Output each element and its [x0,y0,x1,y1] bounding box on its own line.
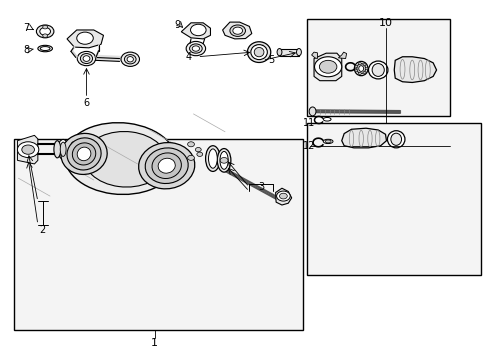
Polygon shape [338,52,346,59]
Ellipse shape [192,46,199,51]
Text: 1: 1 [151,338,158,347]
Ellipse shape [296,49,301,56]
Circle shape [195,148,201,152]
Ellipse shape [368,61,387,79]
Ellipse shape [323,117,330,121]
Ellipse shape [54,141,61,158]
Ellipse shape [58,139,68,159]
Circle shape [42,25,47,29]
Circle shape [319,60,336,73]
Circle shape [22,145,34,154]
Circle shape [314,57,341,77]
Polygon shape [18,135,38,164]
Text: 6: 6 [83,98,89,108]
Text: 12: 12 [302,141,315,151]
Bar [14,139,302,330]
Polygon shape [222,22,251,39]
Text: 11: 11 [302,118,314,128]
Circle shape [362,71,365,73]
Ellipse shape [205,146,220,171]
Circle shape [362,64,365,66]
Ellipse shape [124,55,136,64]
Text: 7: 7 [23,23,29,33]
Ellipse shape [158,158,175,173]
Polygon shape [311,52,317,59]
Ellipse shape [83,56,90,62]
Polygon shape [275,188,291,205]
Circle shape [279,193,287,199]
Ellipse shape [232,27,242,34]
Ellipse shape [250,45,267,60]
Circle shape [354,69,357,72]
Ellipse shape [67,138,101,170]
Ellipse shape [189,44,202,53]
Polygon shape [341,128,386,148]
Circle shape [220,157,227,163]
Text: 5: 5 [267,55,274,65]
Ellipse shape [356,64,365,73]
Circle shape [276,191,289,201]
Ellipse shape [323,139,332,144]
Ellipse shape [220,152,228,169]
Text: 4: 4 [185,52,191,62]
Polygon shape [67,30,103,48]
Circle shape [365,67,367,69]
Text: 8: 8 [23,45,29,55]
Text: 9: 9 [174,19,180,30]
Ellipse shape [217,149,230,172]
Ellipse shape [277,49,282,56]
Ellipse shape [354,62,367,76]
Ellipse shape [138,143,194,189]
Ellipse shape [186,41,205,56]
Ellipse shape [38,45,52,52]
Bar [306,123,480,275]
Ellipse shape [229,25,245,36]
Circle shape [358,72,361,75]
Circle shape [197,152,202,157]
Polygon shape [393,57,436,82]
Ellipse shape [40,46,50,50]
Text: 2: 2 [40,225,46,235]
Circle shape [358,63,361,65]
Ellipse shape [127,57,133,62]
Ellipse shape [308,107,315,116]
Ellipse shape [67,139,79,159]
Ellipse shape [254,48,264,57]
Ellipse shape [84,131,166,187]
Text: 10: 10 [378,18,392,28]
Ellipse shape [371,64,384,76]
Circle shape [190,24,205,36]
Circle shape [77,32,93,44]
Ellipse shape [72,143,96,165]
Ellipse shape [152,153,181,179]
Polygon shape [181,23,210,39]
Ellipse shape [145,148,188,184]
Ellipse shape [358,66,363,71]
Bar [279,49,298,56]
Ellipse shape [325,140,330,143]
Circle shape [18,142,39,157]
Ellipse shape [121,52,139,66]
Ellipse shape [65,123,176,194]
Ellipse shape [60,142,66,157]
Bar [306,19,449,116]
Circle shape [187,142,194,147]
Ellipse shape [208,149,217,168]
Ellipse shape [390,133,401,145]
Ellipse shape [386,131,404,148]
Ellipse shape [77,147,91,161]
Ellipse shape [247,42,270,63]
Circle shape [354,65,357,67]
Ellipse shape [77,51,96,66]
Circle shape [42,34,47,37]
Circle shape [40,27,50,35]
Ellipse shape [80,54,92,64]
Ellipse shape [70,142,76,157]
Text: 3: 3 [258,182,264,192]
Polygon shape [313,53,341,81]
Circle shape [187,156,194,160]
Ellipse shape [61,134,107,175]
Circle shape [36,25,54,38]
